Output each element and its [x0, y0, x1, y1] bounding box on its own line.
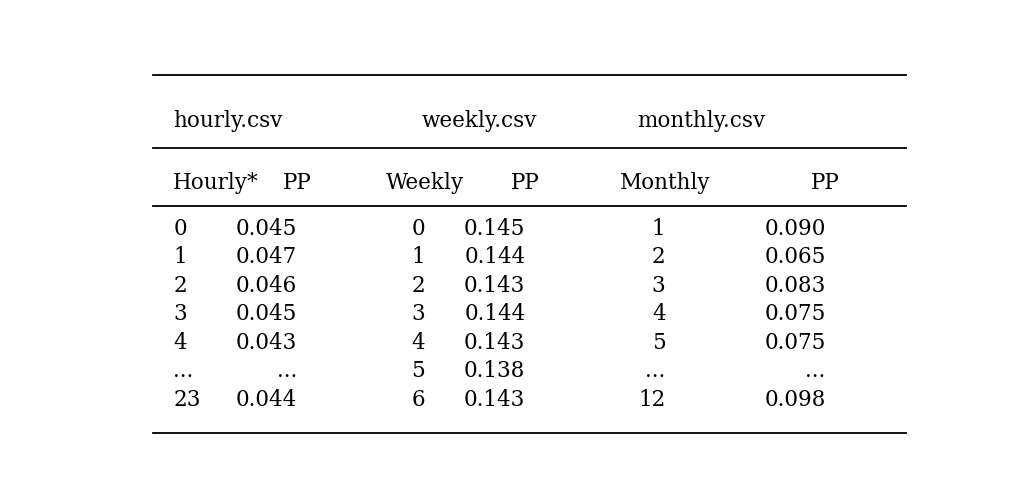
Text: 0.098: 0.098	[764, 389, 825, 411]
Text: 0.143: 0.143	[464, 389, 526, 411]
Text: hourly.csv: hourly.csv	[174, 110, 283, 132]
Text: 1: 1	[174, 247, 187, 268]
Text: 0.138: 0.138	[464, 360, 526, 382]
Text: 1: 1	[652, 218, 665, 240]
Text: 0.044: 0.044	[236, 389, 298, 411]
Text: 23: 23	[174, 389, 200, 411]
Text: 0.043: 0.043	[236, 332, 298, 354]
Text: ...: ...	[646, 360, 665, 382]
Text: Weekly: Weekly	[386, 172, 465, 194]
Text: PP: PP	[811, 172, 840, 194]
Text: 3: 3	[652, 275, 665, 297]
Text: 0.090: 0.090	[764, 218, 825, 240]
Text: 12: 12	[638, 389, 665, 411]
Text: 0.075: 0.075	[764, 332, 825, 354]
Text: 2: 2	[174, 275, 187, 297]
Text: 0.144: 0.144	[464, 247, 526, 268]
Text: 1: 1	[412, 247, 426, 268]
Text: weekly.csv: weekly.csv	[421, 110, 537, 132]
Text: 4: 4	[652, 303, 665, 325]
Text: 6: 6	[412, 389, 426, 411]
Text: PP: PP	[511, 172, 540, 194]
Text: 2: 2	[652, 247, 665, 268]
Text: ...: ...	[277, 360, 298, 382]
Text: 4: 4	[412, 332, 426, 354]
Text: PP: PP	[283, 172, 312, 194]
Text: 0.144: 0.144	[464, 303, 526, 325]
Text: ...: ...	[806, 360, 825, 382]
Text: 3: 3	[174, 303, 187, 325]
Text: 0.045: 0.045	[236, 218, 298, 240]
Text: 0.065: 0.065	[764, 247, 825, 268]
Text: 0.143: 0.143	[464, 332, 526, 354]
Text: Hourly*: Hourly*	[174, 172, 259, 194]
Text: 0: 0	[412, 218, 426, 240]
Text: 0.083: 0.083	[764, 275, 825, 297]
Text: Monthly: Monthly	[620, 172, 711, 194]
Text: 0.045: 0.045	[236, 303, 298, 325]
Text: monthly.csv: monthly.csv	[637, 110, 765, 132]
Text: 2: 2	[411, 275, 426, 297]
Text: 3: 3	[411, 303, 426, 325]
Text: 5: 5	[652, 332, 665, 354]
Text: ...: ...	[174, 360, 193, 382]
Text: 0.143: 0.143	[464, 275, 526, 297]
Text: 0.047: 0.047	[236, 247, 298, 268]
Text: 0.145: 0.145	[464, 218, 526, 240]
Text: 0.075: 0.075	[764, 303, 825, 325]
Text: 4: 4	[174, 332, 187, 354]
Text: 0.046: 0.046	[236, 275, 298, 297]
Text: 5: 5	[411, 360, 426, 382]
Text: 0: 0	[174, 218, 187, 240]
